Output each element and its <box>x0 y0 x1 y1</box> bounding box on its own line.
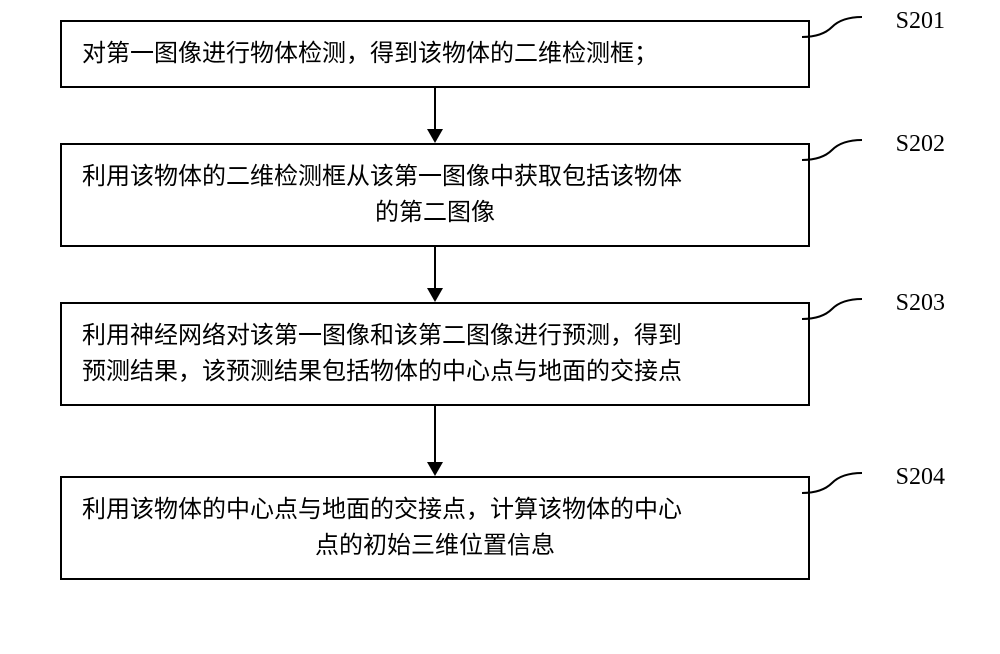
step-row-1: 对第一图像进行物体检测，得到该物体的二维检测框； S201 <box>60 20 940 88</box>
connector-1 <box>802 15 882 55</box>
step-text-2b: 的第二图像 <box>375 200 495 226</box>
step-text-3a: 利用神经网络对该第一图像和该第二图像进行预测，得到 <box>82 323 682 349</box>
step-label-1: S201 <box>896 8 945 35</box>
step-text-3b: 预测结果，该预测结果包括物体的中心点与地面的交接点 <box>82 359 682 385</box>
arrow-3 <box>60 406 940 476</box>
connector-4 <box>802 471 882 511</box>
step-row-4: 利用该物体的中心点与地面的交接点，计算该物体的中心 点的初始三维位置信息 S20… <box>60 476 940 580</box>
arrow-line-2 <box>434 247 436 288</box>
arrow-head-3 <box>427 462 443 476</box>
step-label-2: S202 <box>896 131 945 158</box>
arrow-2 <box>60 247 940 302</box>
step-box-1: 对第一图像进行物体检测，得到该物体的二维检测框； <box>60 20 810 88</box>
step-row-3: 利用神经网络对该第一图像和该第二图像进行预测，得到 预测结果，该预测结果包括物体… <box>60 302 940 406</box>
step-row-2: 利用该物体的二维检测框从该第一图像中获取包括该物体 的第二图像 S202 <box>60 143 940 247</box>
arrow-head-2 <box>427 288 443 302</box>
arrow-1 <box>60 88 940 143</box>
step-label-3: S203 <box>896 290 945 317</box>
step-label-4: S204 <box>896 464 945 491</box>
connector-2 <box>802 138 882 178</box>
step-box-4: 利用该物体的中心点与地面的交接点，计算该物体的中心 点的初始三维位置信息 <box>60 476 810 580</box>
flowchart-container: 对第一图像进行物体检测，得到该物体的二维检测框； S201 利用该物体的二维检测… <box>60 20 940 580</box>
arrow-head-1 <box>427 129 443 143</box>
step-box-2: 利用该物体的二维检测框从该第一图像中获取包括该物体 的第二图像 <box>60 143 810 247</box>
step-text-4b: 点的初始三维位置信息 <box>315 533 555 559</box>
connector-3 <box>802 297 882 337</box>
arrow-line-3 <box>434 406 436 462</box>
step-text-1: 对第一图像进行物体检测，得到该物体的二维检测框； <box>82 41 658 67</box>
step-box-3: 利用神经网络对该第一图像和该第二图像进行预测，得到 预测结果，该预测结果包括物体… <box>60 302 810 406</box>
step-text-2a: 利用该物体的二维检测框从该第一图像中获取包括该物体 <box>82 164 682 190</box>
step-text-4a: 利用该物体的中心点与地面的交接点，计算该物体的中心 <box>82 497 682 523</box>
arrow-line-1 <box>434 88 436 129</box>
